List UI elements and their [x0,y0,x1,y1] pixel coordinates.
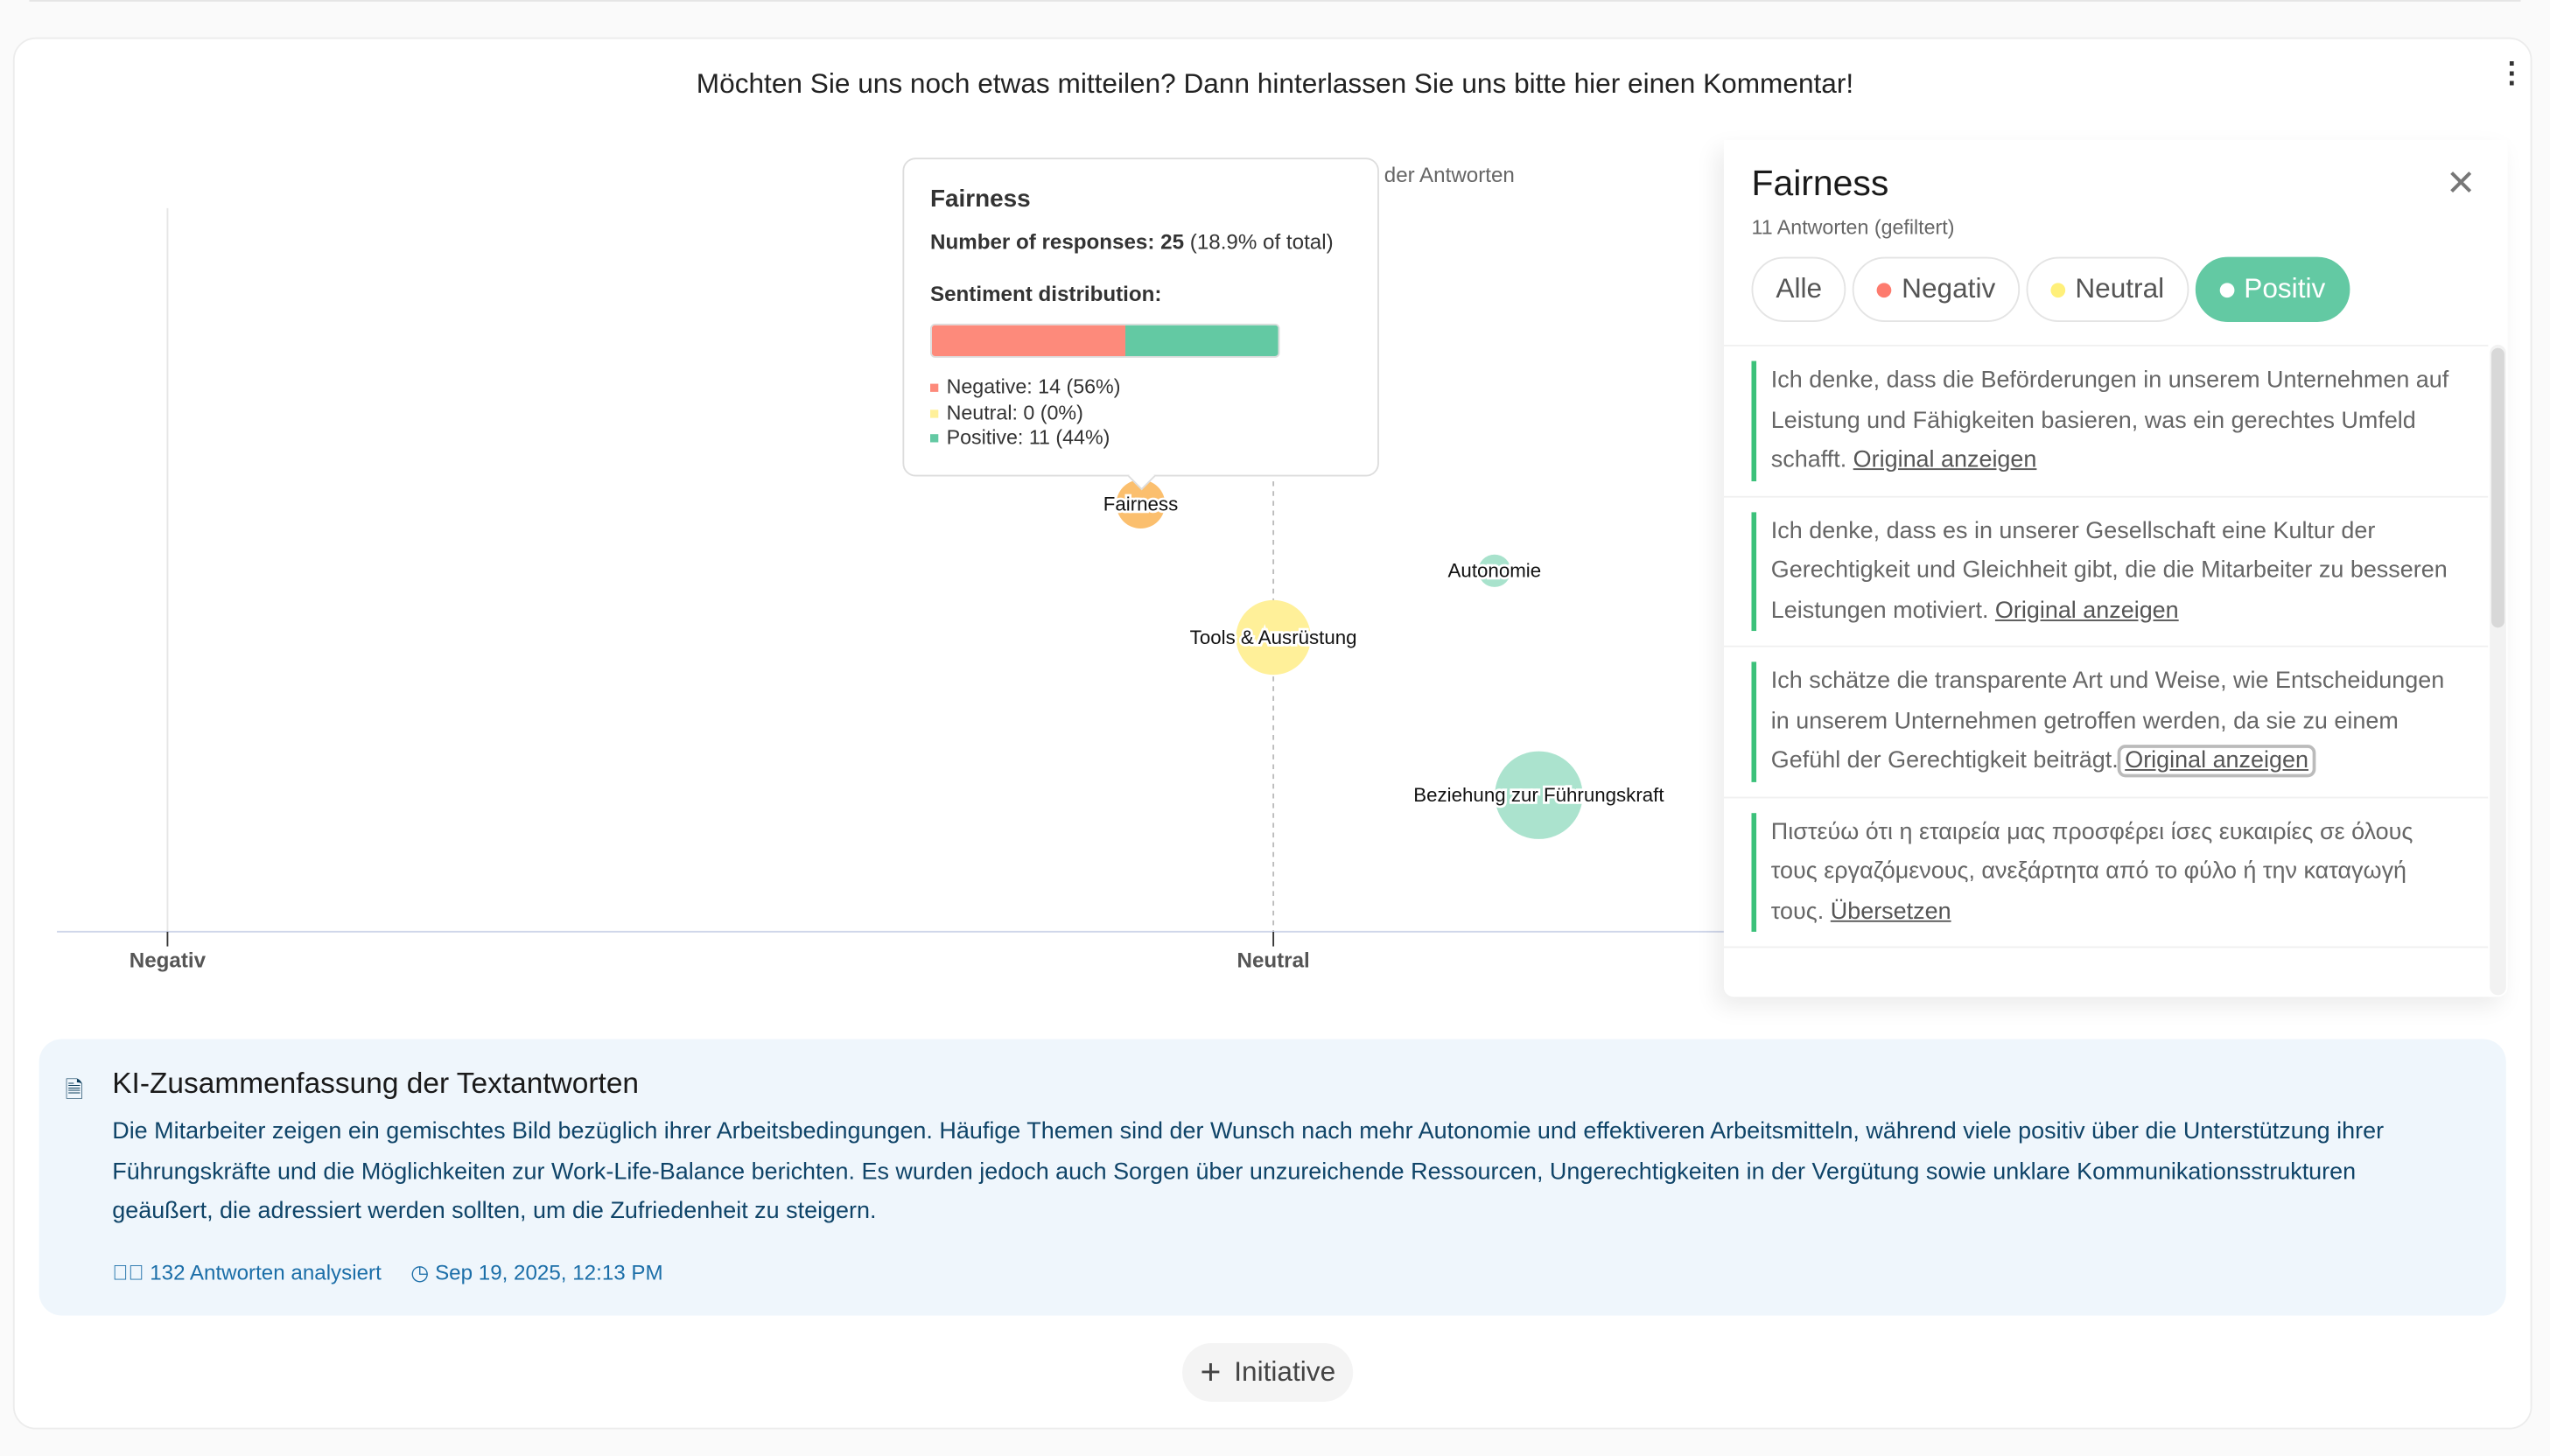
response-text: Ich denke, dass die Beförderungen in uns… [1770,367,2449,473]
legend-neutral: Neutral: 0 (0%) [930,401,1351,426]
responses-value: 25 [1160,229,1185,254]
tooltip-legend: Negative: 14 (56%) Neutral: 0 (0%) Posit… [930,375,1351,451]
more-options-icon[interactable]: · · · [2507,46,2518,100]
bubble[interactable] [1236,599,1311,676]
bubble-label: Beziehung zur Führungskraft [1413,784,1664,806]
response-link[interactable]: Original anzeigen [1994,597,2179,624]
response-text: Πιστεύω ότι η εταιρεία μας προσφέρει ίσε… [1770,818,2413,925]
question-title: Möchten Sie uns noch etwas mitteilen? Da… [696,68,1854,100]
filter-label: Neutral [2075,273,2165,304]
panel-title: Fairness [1751,162,1889,204]
initiative-label: Initiative [1234,1355,1336,1388]
close-icon[interactable]: ✕ [2446,162,2476,204]
timestamp: ◷ Sep 19, 2025, 12:13 PM [410,1260,663,1285]
filter-label: Alle [1776,273,1823,304]
sentiment-filters: Alle Negativ Neutral Positiv [1751,256,2350,322]
bubble-label: Autonomie [1448,560,1542,582]
bubble[interactable] [1478,554,1511,587]
bubble[interactable] [1116,480,1166,528]
x-tick-label: Neutral [1237,949,1310,973]
dot-icon [2050,282,2066,298]
bubble-tooltip: Fairness Number of responses: 25 (18.9% … [902,158,1379,491]
response-link[interactable]: Übersetzen [1830,898,1951,925]
sentiment-distribution-bar [930,323,1280,358]
analyzed-count: ✓⃝ 132 Antworten analysiert [112,1260,382,1285]
bar-segment-positive [1125,325,1279,356]
panel-count: 11 Antworten (gefiltert) [1751,216,1955,240]
filter-label: Positiv [2244,273,2326,304]
filter-alle[interactable]: Alle [1751,256,1846,322]
scrollbar-thumb[interactable] [2491,347,2504,628]
response-body: Ich denke, dass es in unserer Gesellscha… [1751,511,2455,632]
legend-negative: Negative: 14 (56%) [930,375,1351,401]
plus-icon: + [1200,1351,1222,1392]
responses-panel: Fairness 11 Antworten (gefiltert) ✕ Alle… [1723,139,2508,998]
bubble-label: Fairness [1103,494,1179,515]
summary-text: Die Mitarbeiter zeigen ein gemischtes Bi… [112,1118,2385,1225]
response-item: Πιστεύω ότι η εταιρεία μας προσφέρει ίσε… [1723,798,2489,948]
ai-summary: 🗎 KI-Zusammenfassung der Textantworten D… [39,1039,2506,1316]
responses-list: Ich denke, dass die Beförderungen in uns… [1723,344,2489,997]
response-item: Ich schätze die transparente Art und Wei… [1723,648,2489,798]
summary-title: KI-Zusammenfassung der Textantworten [112,1067,640,1100]
add-initiative-button[interactable]: + Initiative [1182,1343,1354,1402]
legend-positive: Positive: 11 (44%) [930,426,1351,452]
filter-negativ[interactable]: Negativ [1853,256,2021,322]
dot-icon [2219,282,2235,298]
scrollbar[interactable] [2490,344,2506,996]
tooltip-distribution-label: Sentiment distribution: [930,281,1162,306]
bubble-label: Tools & Ausrüstung [1190,626,1357,648]
tooltip-responses: Number of responses: 25 (18.9% of total) [930,229,1351,254]
document-icon: 🗎 [65,1076,84,1102]
response-text: Ich denke, dass es in unserer Gesellscha… [1770,517,2448,624]
response-body: Ich denke, dass die Beförderungen in uns… [1751,360,2455,481]
filter-positiv[interactable]: Positiv [2195,256,2350,322]
filter-neutral[interactable]: Neutral [2026,256,2189,322]
check-circle-icon: ✓⃝ [112,1260,144,1285]
responses-label: Number of responses: [930,229,1155,254]
response-link[interactable]: Original anzeigen [2116,745,2317,778]
responses-share: (18.9% of total) [1189,229,1334,254]
x-tick-label: Negativ [130,949,207,973]
response-item: Ich denke, dass es in unserer Gesellscha… [1723,497,2489,648]
bubble[interactable] [1495,751,1583,839]
response-body: Πιστεύω ότι η εταιρεία μας προσφέρει ίσε… [1751,812,2455,932]
filter-label: Negativ [1902,273,1996,304]
clock-icon: ◷ [410,1260,430,1285]
divider [29,0,2521,2]
dot-icon [1877,282,1892,298]
bar-segment-negative [931,325,1126,356]
response-text: Ich schätze die transparente Art und Wei… [1770,668,2445,774]
tooltip-title: Fairness [930,185,1031,214]
summary-meta: ✓⃝ 132 Antworten analysiert ◷ Sep 19, 20… [112,1260,662,1286]
response-body: Ich schätze die transparente Art und Wei… [1751,662,2455,781]
response-item: Ich denke, dass die Beförderungen in uns… [1723,346,2489,497]
response-link[interactable]: Original anzeigen [1853,447,2037,473]
